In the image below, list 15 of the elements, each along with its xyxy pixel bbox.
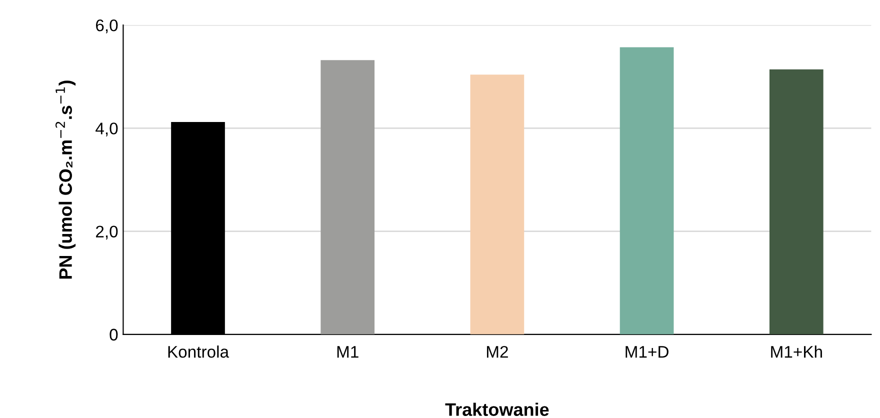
y-tick-label: 2,0 (96, 226, 118, 240)
x-tick-label: M2 (486, 346, 508, 358)
y-tick-label: 0 (110, 328, 118, 341)
bar (769, 69, 824, 334)
y-axis-title: PN (umol CO₂.m$^{−2}$.s$^{−1}$) (56, 80, 76, 279)
x-tick-label: M1 (337, 346, 358, 358)
bar (470, 74, 524, 334)
x-tick-label: Kontrola (168, 346, 230, 358)
x-axis-title: Traktowanie (445, 402, 549, 416)
bar (320, 60, 375, 334)
y-tick-label: 6,0 (96, 19, 118, 34)
bar (620, 47, 674, 334)
y-tick-label: 4,0 (96, 122, 118, 136)
x-tick-label: M1+D (626, 346, 668, 358)
x-tick-label: M1+Kh (771, 346, 822, 358)
